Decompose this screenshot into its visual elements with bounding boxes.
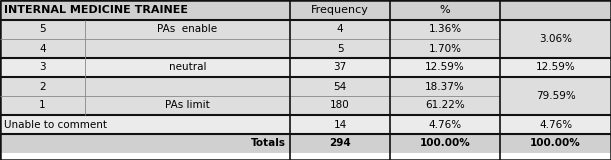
Text: 79.59%: 79.59% [536,91,576,101]
Bar [390,58,500,77]
Bar [0,39,290,58]
Bar [0,58,290,77]
Text: 100.00%: 100.00% [530,139,581,148]
Bar [390,115,500,134]
Text: 4: 4 [337,24,343,35]
Bar [290,39,390,58]
Text: Unable to comment: Unable to comment [4,120,107,129]
Bar [390,96,500,115]
Text: 1.36%: 1.36% [428,24,461,35]
Bar [290,0,390,20]
Text: PAs  enable: PAs enable [158,24,218,35]
Text: 3.06%: 3.06% [539,34,572,44]
Bar [500,58,611,77]
Text: 294: 294 [329,139,351,148]
Text: 5: 5 [39,24,46,35]
Text: 37: 37 [334,63,346,72]
Bar [290,134,390,153]
Bar [0,20,290,39]
Text: 5: 5 [337,44,343,53]
Text: Totals: Totals [251,139,286,148]
Bar [290,20,390,39]
Bar [500,77,611,115]
Text: 2: 2 [39,81,46,92]
Text: 180: 180 [330,100,350,111]
Bar [500,20,611,58]
Bar [390,134,500,153]
Text: 12.59%: 12.59% [536,63,576,72]
Text: 18.37%: 18.37% [425,81,465,92]
Text: PAs limit: PAs limit [165,100,210,111]
Bar [500,115,611,134]
Text: 1.70%: 1.70% [428,44,461,53]
Text: 12.59%: 12.59% [425,63,465,72]
Text: 3: 3 [39,63,46,72]
Bar [390,20,500,39]
Text: 4: 4 [39,44,46,53]
Bar [290,96,390,115]
Bar [0,0,290,20]
Text: 61.22%: 61.22% [425,100,465,111]
Bar [500,0,611,20]
Text: %: % [440,5,450,15]
Bar [0,96,290,115]
Text: INTERNAL MEDICINE TRAINEE: INTERNAL MEDICINE TRAINEE [4,5,188,15]
Text: neutral: neutral [169,63,207,72]
Bar [390,39,500,58]
Text: 100.00%: 100.00% [420,139,470,148]
Bar [390,77,500,96]
Bar [290,115,390,134]
Bar [0,115,290,134]
Text: 4.76%: 4.76% [539,120,572,129]
Bar [290,58,390,77]
Text: 1: 1 [39,100,46,111]
Bar [390,0,500,20]
Bar [0,77,290,96]
Bar [290,77,390,96]
Bar [500,134,611,153]
Text: 14: 14 [334,120,346,129]
Text: 54: 54 [334,81,346,92]
Text: 4.76%: 4.76% [428,120,461,129]
Text: Frequency: Frequency [311,5,369,15]
Bar [0,134,290,153]
